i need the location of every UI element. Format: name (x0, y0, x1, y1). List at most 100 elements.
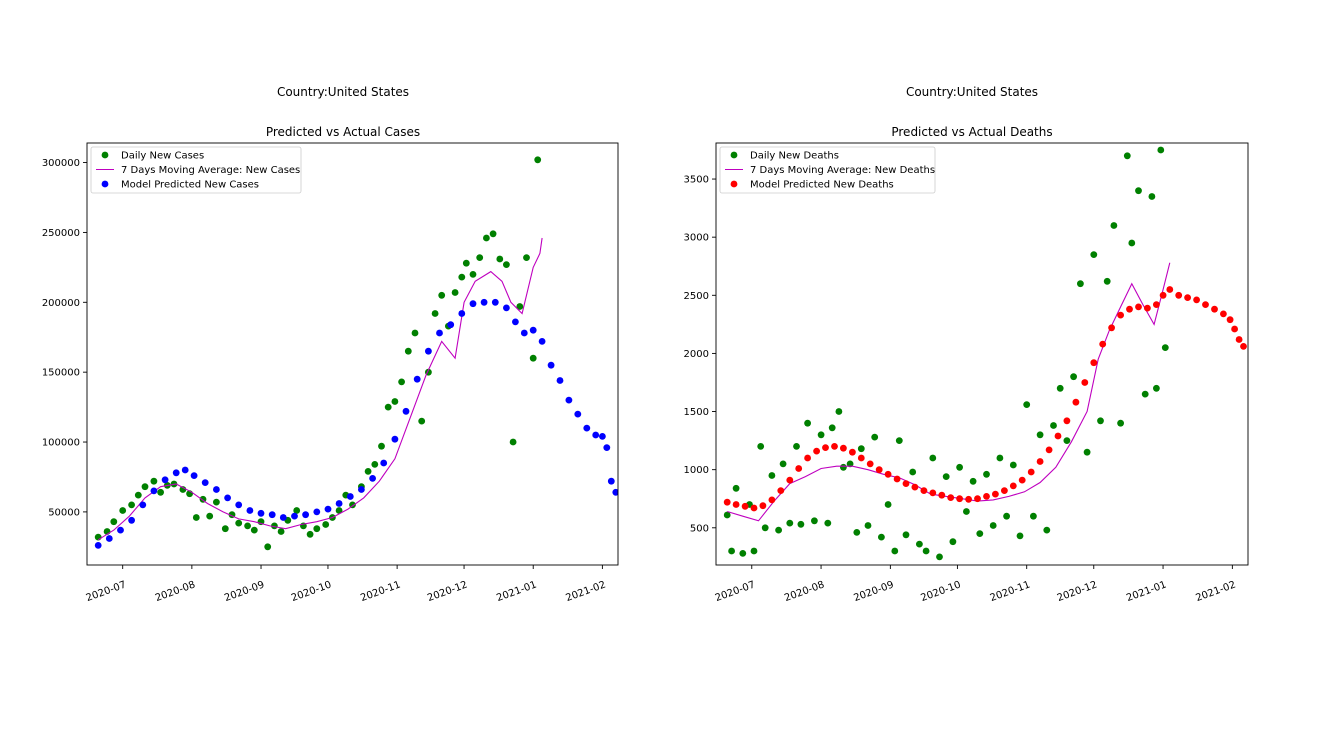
data-point (483, 234, 490, 242)
data-point (150, 477, 158, 485)
x-tick-label: 2021-01 (495, 579, 538, 604)
data-point (835, 408, 843, 415)
data-point (246, 507, 254, 514)
data-point (1070, 373, 1077, 381)
data-point (1009, 482, 1017, 490)
data-point (1027, 468, 1035, 476)
data-point (503, 261, 510, 268)
data-point (369, 475, 376, 482)
data-point (884, 501, 892, 508)
x-tick-label: 2020-09 (223, 579, 266, 604)
data-point (612, 488, 618, 496)
x-tick-label: 2020-10 (919, 579, 962, 604)
data-point (947, 494, 955, 501)
data-point (1036, 458, 1044, 465)
data-point (804, 419, 811, 427)
y-tick-label: 300000 (42, 158, 80, 169)
data-point (909, 468, 917, 476)
data-point (1090, 359, 1098, 367)
data-point (965, 495, 972, 503)
data-point (1108, 324, 1115, 332)
data-point (1157, 146, 1165, 154)
data-point (878, 533, 885, 541)
data-point (1184, 294, 1191, 301)
data-point (264, 543, 272, 551)
x-tick-label: 2020-11 (989, 579, 1032, 604)
data-point (969, 477, 977, 485)
data-point (768, 472, 776, 479)
data-point (404, 347, 412, 355)
data-point (302, 511, 309, 519)
data-point (469, 300, 477, 308)
y-tick-label: 2000 (684, 349, 709, 360)
data-point (797, 520, 805, 528)
legend-box (719, 146, 936, 194)
data-point (391, 398, 399, 405)
data-point (779, 460, 787, 468)
data-point (1090, 251, 1098, 258)
data-point (462, 259, 470, 267)
data-point (1050, 422, 1057, 429)
data-point (759, 502, 767, 510)
legend-box (90, 146, 302, 194)
data-point (271, 522, 278, 530)
data-point (1240, 343, 1247, 350)
data-point (1117, 311, 1124, 319)
data-point (358, 486, 365, 493)
data-point (761, 524, 769, 532)
y-tick-label: 50000 (48, 507, 80, 518)
data-point (306, 530, 314, 538)
data-point (1103, 277, 1111, 285)
data-point (201, 479, 209, 486)
data-point (503, 304, 510, 312)
x-tick-label: 2021-02 (564, 579, 607, 604)
legend-dot-swatch (101, 180, 109, 188)
data-point (739, 550, 747, 557)
y-tick-label: 1500 (684, 407, 709, 418)
data-point (1128, 239, 1136, 247)
data-point (257, 509, 265, 517)
data-point (1036, 431, 1044, 439)
figure-suptitle: Country:United States (906, 85, 1038, 99)
legend: Daily New Cases 7 Days Moving Average: Ne… (90, 146, 302, 194)
data-point (768, 496, 776, 504)
data-point (451, 289, 459, 296)
data-point (929, 489, 937, 497)
data-point (1043, 526, 1051, 534)
data-point (732, 484, 740, 492)
data-point (864, 522, 872, 529)
data-point (976, 530, 984, 537)
data-point (956, 463, 963, 471)
x-tick-label: 2020-08 (783, 579, 826, 604)
x-tick-label: 2020-12 (426, 579, 469, 604)
data-point (425, 347, 432, 355)
chart-title: Predicted vs Actual Deaths (891, 125, 1052, 139)
data-point (916, 540, 923, 548)
x-tick-label: 2020-10 (290, 579, 333, 604)
data-point (963, 508, 970, 515)
data-point (224, 494, 232, 502)
legend-dot-swatch (101, 151, 109, 159)
data-point (911, 483, 919, 491)
data-point (949, 538, 957, 546)
data-point (1135, 187, 1142, 195)
data-point (192, 514, 200, 521)
data-point (857, 454, 865, 462)
data-point (866, 460, 874, 468)
legend-label: 7 Days Moving Average: New Deaths (750, 165, 935, 176)
data-point (1123, 152, 1131, 160)
data-point (574, 410, 582, 418)
data-point (1018, 476, 1026, 484)
data-point (603, 444, 611, 451)
data-point (1159, 291, 1167, 299)
data-point (94, 542, 102, 549)
series-2 (97, 237, 543, 541)
data-point (371, 461, 379, 468)
data-point (750, 504, 758, 512)
data-point (244, 522, 252, 530)
data-point (857, 445, 865, 453)
data-point (822, 444, 829, 451)
data-point (134, 491, 142, 499)
data-point (938, 491, 946, 499)
